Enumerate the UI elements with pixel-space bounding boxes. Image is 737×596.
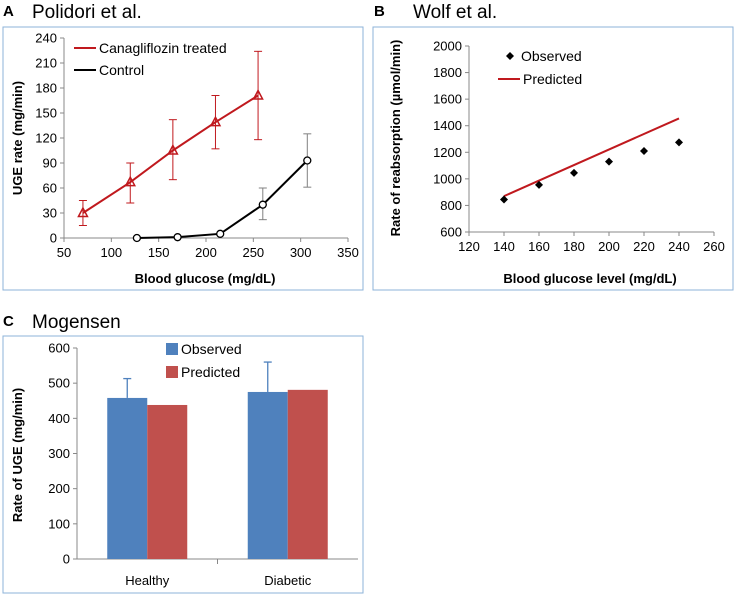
panel-a-treated-point (77, 206, 89, 218)
panel-a-xtick-label: 50 (57, 245, 71, 260)
panel-b-ytick-label: 2000 (433, 39, 462, 54)
panel-a-treated-point (209, 115, 222, 127)
panel-a-control-point (173, 233, 182, 242)
panel-a-ytick-label: 180 (35, 81, 57, 96)
panel-a-control-point (216, 229, 225, 238)
panel-c: C Mogensen Rate of UGE (mg/min) 0 100 200 3… (2, 312, 364, 594)
panel-b-observed-point (570, 168, 578, 177)
panel-c-observed-bar (247, 391, 288, 559)
panel-b-ytick-label: 1600 (433, 92, 462, 107)
panel-a-ytick-label: 0 (50, 231, 57, 246)
panel-c-ylabel: Rate of UGE (mg/min) (10, 388, 25, 522)
panel-c-frame (2, 335, 364, 594)
panel-c-ytick-label: 500 (48, 376, 70, 391)
panel-a-title: Polidori et al. (32, 2, 142, 23)
panel-c-predicted-bar (147, 404, 188, 559)
panel-b-xtick-label: 200 (598, 239, 620, 254)
panel-a-treated-point (124, 175, 137, 187)
panel-b-xtick-label: 160 (528, 239, 550, 254)
panel-b-letter: B (374, 3, 385, 20)
panel-b-ytick-label: 600 (440, 225, 462, 240)
panel-b-title: Wolf et al. (413, 2, 497, 23)
panel-b-observed-point (500, 195, 508, 204)
panel-c-ytick-label: 300 (48, 446, 70, 461)
panel-b-xlabel: Blood glucose level (mg/dL) (503, 271, 676, 286)
panel-a-treated-line (82, 94, 259, 214)
panel-c-title: Mogensen (32, 312, 121, 333)
panel-b-xtick-label: 140 (493, 239, 515, 254)
panel-a-xtick-label: 250 (242, 245, 264, 260)
panel-c-ytick-label: 100 (48, 516, 70, 531)
panel-a-legend-treated-label: Canagliflozin treated (99, 40, 227, 56)
panel-a-treated-point (167, 143, 179, 155)
panel-a-legend-control-label: Control (99, 62, 144, 78)
panel-b-legend-observed-label: Observed (521, 48, 582, 64)
panel-a-ylabel: UGE rate (mg/min) (10, 81, 25, 195)
panel-c-legend-observed-swatch (166, 343, 178, 355)
panel-c-predicted-bar (287, 389, 328, 559)
panel-b-ytick-label: 1200 (433, 145, 462, 160)
panel-b-xtick-label: 120 (458, 239, 480, 254)
panel-b-observed-point (605, 157, 613, 166)
panel-a-ytick-label: 150 (35, 106, 57, 121)
panel-c-ytick-label: 600 (48, 341, 70, 356)
panel-b-xtick-label: 260 (703, 239, 725, 254)
panel-b-legend-observed-swatch (506, 52, 514, 60)
panel-a-xtick-label: 350 (337, 245, 359, 260)
panel-c-ytick-label: 400 (48, 411, 70, 426)
panel-b-xtick-label: 220 (633, 239, 655, 254)
panel-a-control-point (258, 200, 267, 209)
panel-c-category-label: Healthy (125, 573, 170, 588)
panel-a-ytick-label: 120 (35, 131, 57, 146)
panel-b-ytick-label: 1800 (433, 65, 462, 80)
panel-b-xtick-label: 240 (668, 239, 690, 254)
panel-b-ytick-label: 1400 (433, 118, 462, 133)
panel-a-xtick-label: 100 (100, 245, 122, 260)
panel-b-ylabel: Rate of reabsorption (µmol/min) (388, 40, 403, 237)
panel-a-control-point (303, 156, 312, 165)
panel-b-xtick-label: 180 (563, 239, 585, 254)
panel-a-ytick-label: 30 (43, 206, 57, 221)
panel-a-xtick-label: 200 (195, 245, 217, 260)
panel-c-legend-predicted-label: Predicted (181, 364, 240, 380)
panel-a-control-point (132, 233, 142, 243)
panel-a-treated-point (252, 88, 264, 100)
panel-a-xtick-label: 150 (148, 245, 170, 260)
panel-a: A Polidori et al. Blood glucose (mg/dL) … (2, 2, 364, 291)
panel-a-control-line (136, 159, 308, 239)
panel-c-legend-predicted-swatch (166, 366, 178, 378)
panel-a-xtick-label: 300 (290, 245, 312, 260)
panel-c-legend-observed-label: Observed (181, 341, 242, 357)
panel-b-observed-point (535, 180, 543, 189)
panel-c-ytick-label: 200 (48, 481, 70, 496)
panel-b-predicted-line (503, 117, 680, 198)
panel-c-observed-bar (107, 397, 148, 559)
panel-c-category-label: Diabetic (264, 573, 311, 588)
panel-b-observed-point (675, 138, 683, 147)
panel-a-ytick-label: 240 (35, 31, 57, 46)
panel-c-ytick-label: 0 (63, 552, 70, 567)
panel-a-letter: A (3, 3, 14, 20)
panel-b-frame (372, 26, 734, 291)
panel-b-ytick-label: 800 (440, 198, 462, 213)
panel-b-ytick-label: 1000 (433, 171, 462, 186)
panel-b: B Wolf et al. Blood glucose level (mg/dL… (372, 2, 734, 291)
panel-a-frame (2, 26, 364, 291)
panel-b-legend-predicted-label: Predicted (523, 71, 582, 87)
panel-a-xlabel: Blood glucose (mg/dL) (135, 271, 276, 286)
panel-c-letter: C (3, 313, 14, 330)
panel-a-ytick-label: 90 (43, 156, 57, 171)
panel-a-ytick-label: 60 (43, 181, 57, 196)
panel-b-observed-point (640, 146, 648, 155)
panel-a-ytick-label: 210 (35, 56, 57, 71)
